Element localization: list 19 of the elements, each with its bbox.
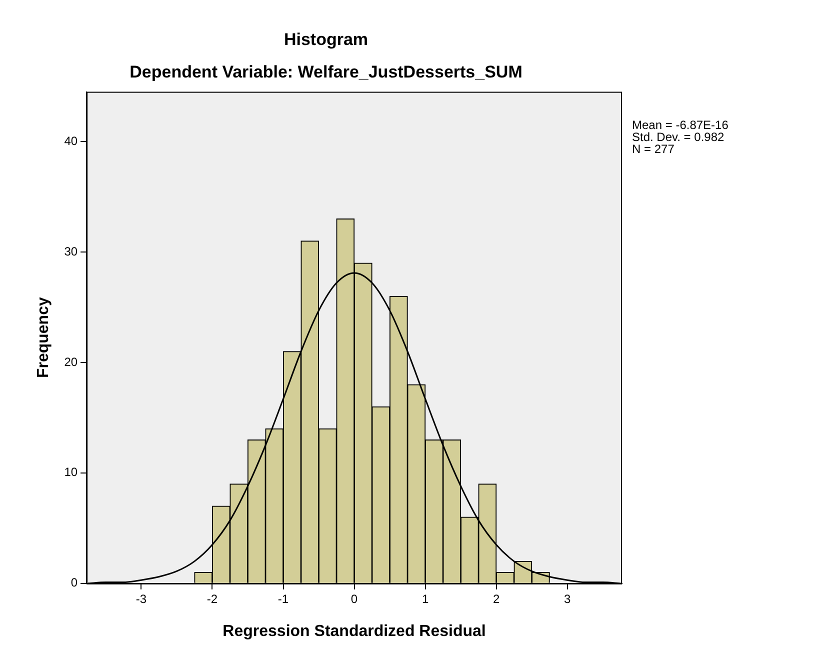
chart-subtitle: Dependent Variable: Welfare_JustDesserts_SUM	[130, 62, 522, 82]
x-tick-label: -1	[278, 592, 289, 606]
y-tick-label: 40	[64, 134, 78, 148]
x-tick-label: 1	[422, 592, 429, 606]
x-axis-title: Regression Standardized Residual	[222, 622, 486, 640]
y-tick-label: 10	[64, 465, 78, 480]
text: Std. Dev. = 0.982	[632, 130, 724, 144]
y-axis-title: Frequency	[35, 297, 52, 378]
y-tick-label: 0	[70, 576, 78, 590]
x-tick-label: 2	[492, 592, 500, 606]
x-tick-label: 0	[350, 592, 358, 606]
chart-title: Histogram	[284, 30, 368, 49]
y-tick-label: 20	[64, 354, 78, 369]
y-tick-label: 30	[64, 244, 78, 258]
x-tick-label: -2	[206, 592, 218, 606]
x-tick-label: -3	[136, 592, 147, 606]
x-tick-label: 3	[564, 592, 571, 606]
text: Mean = -6.87E-16	[632, 118, 729, 132]
text: N = 277	[632, 142, 675, 156]
